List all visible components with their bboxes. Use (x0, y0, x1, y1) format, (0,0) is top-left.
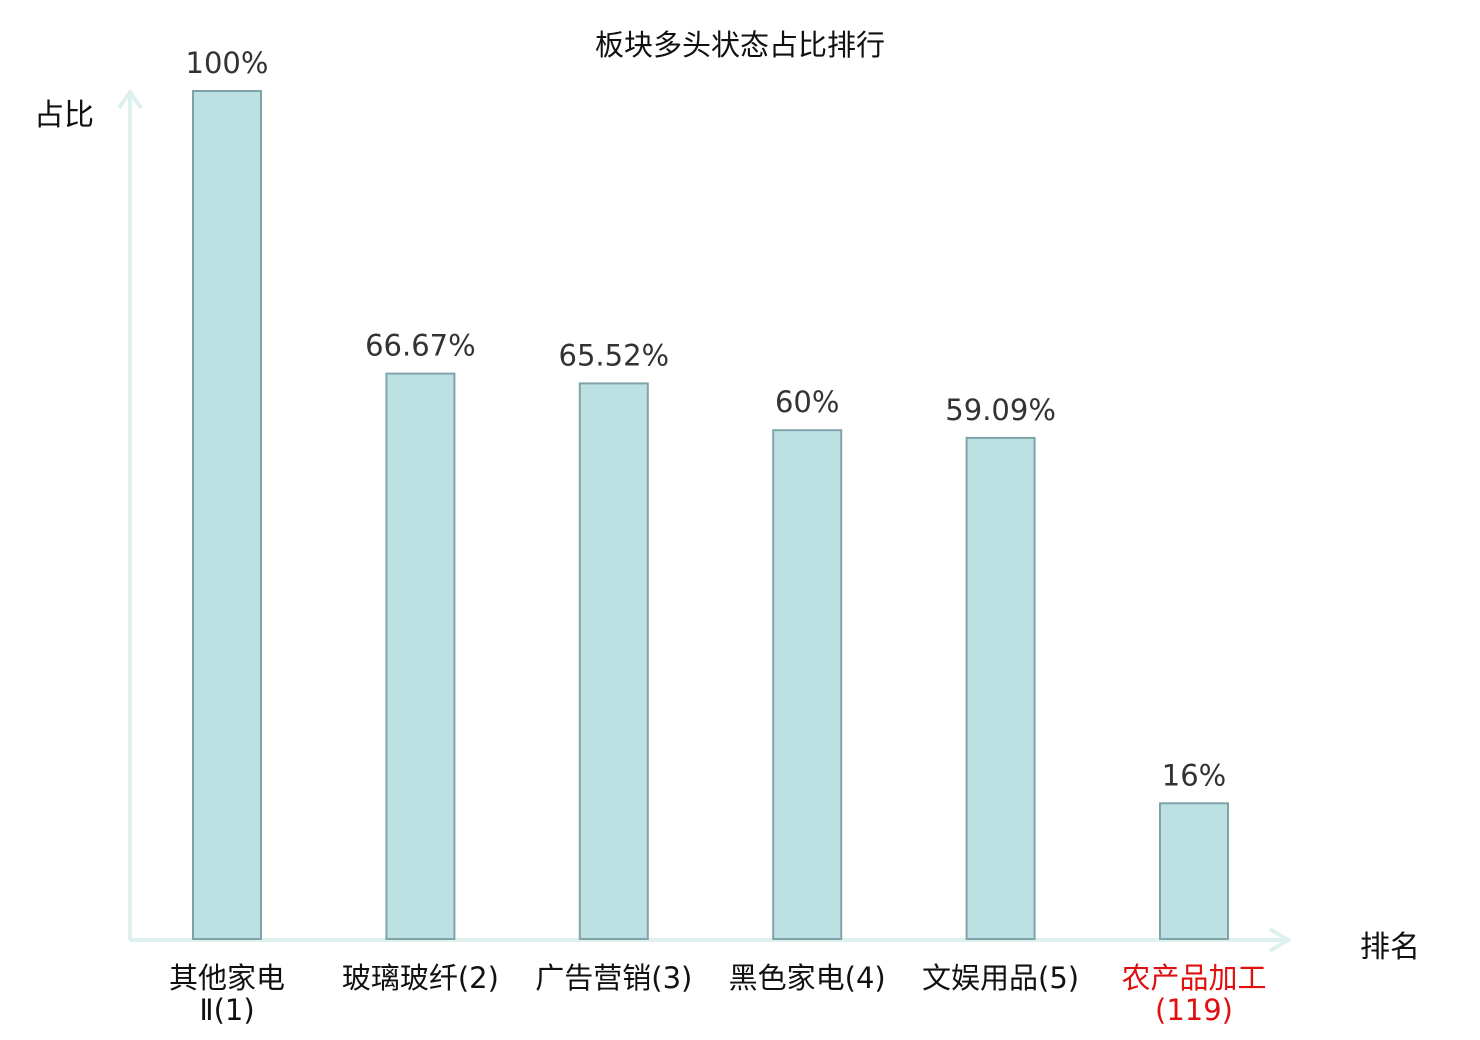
value-label-4: 60% (775, 385, 839, 419)
bar-1 (192, 90, 262, 940)
category-label-1: 其他家电Ⅱ(1) (168, 961, 285, 1027)
y-axis-label: 占比 (34, 98, 94, 133)
value-label-5: 59.09% (945, 393, 1056, 427)
category-label-4: 黑色家电(4) (728, 961, 886, 995)
bar-2 (385, 372, 456, 941)
x-axis-label: 排名 (1360, 930, 1420, 965)
y-axis-arrow (117, 88, 143, 110)
category-label-3: 广告营销(3) (535, 961, 693, 995)
value-label-1: 100% (186, 46, 269, 80)
bar-3 (578, 382, 649, 940)
value-label-2: 66.67% (365, 329, 476, 363)
value-label-3: 65.52% (559, 338, 670, 372)
value-label-6: 16% (1162, 758, 1226, 792)
category-label-5: 文娱用品(5) (922, 961, 1080, 995)
bars-group: 100% 66.67% 65.52% 60% 59.09% 16% (186, 46, 1229, 941)
category-label-6: 农产品加工(119) (1121, 961, 1267, 1027)
bar-5 (965, 436, 1036, 940)
chart-title: 板块多头状态占比排行 (594, 28, 885, 62)
category-label-2: 玻璃玻纤(2) (341, 961, 499, 995)
bar-4 (772, 429, 843, 940)
x-axis-arrow (1268, 927, 1292, 953)
bar-6 (1159, 802, 1229, 940)
